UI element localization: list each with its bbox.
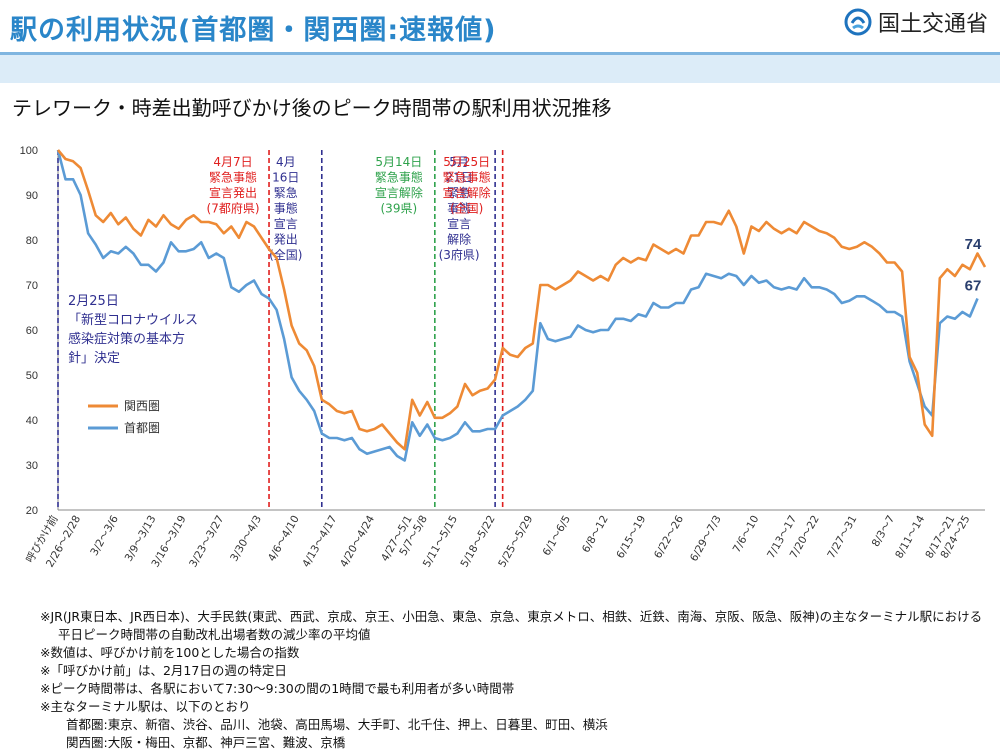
event-label: 宣言 [274, 216, 298, 231]
event-label: 宣言解除 [375, 185, 423, 200]
y-tick-label: 100 [20, 145, 38, 157]
x-tick-label: 8/11〜14 [893, 513, 927, 560]
event-label: 4月7日 [213, 155, 252, 169]
note-line: 首都圏:東京、新宿、渋谷、品川、池袋、高田馬場、大手町、北千住、押上、日暮里、町… [66, 717, 608, 732]
note-line: ※「呼びかけ前」は、2月17日の週の特定日 [40, 663, 287, 678]
end-value-label: 67 [965, 278, 982, 295]
x-tick-label: 7/27〜31 [825, 514, 859, 561]
y-tick-label: 90 [26, 190, 38, 202]
event-label: 4月 [276, 155, 296, 169]
series-line [57, 149, 987, 451]
note-line: 平日ピーク時間帯の自動改札出場者数の減少率の平均値 [58, 627, 371, 642]
annotation-text: 「新型コロナウイルス [68, 312, 198, 328]
y-tick-label: 50 [26, 370, 38, 382]
mlit-emblem-icon [844, 8, 872, 36]
header: 駅の利用状況(首都圏・関西圏:速報値) 国土交通省 [0, 0, 1000, 52]
event-label: 16日 [272, 171, 299, 185]
y-tick-label: 20 [26, 505, 38, 517]
event-label: 緊急事態 [375, 170, 423, 185]
event-label: 宣言発出 [209, 185, 257, 200]
event-label: 緊急事態 [443, 170, 491, 185]
x-tick-label: 5/18〜5/22 [458, 514, 497, 570]
x-tick-label: 4/20〜4/24 [338, 513, 377, 569]
y-tick-label: 30 [26, 460, 38, 472]
x-tick-label: 6/15〜19 [614, 514, 648, 561]
x-tick-label: 6/22〜26 [652, 513, 686, 560]
annotation-text: 2月25日 [68, 294, 119, 309]
x-tick-label: 3/2〜3/6 [88, 513, 121, 558]
x-tick-label: 4/6〜4/10 [266, 514, 302, 564]
x-tick-label: 4/13〜4/17 [300, 514, 339, 570]
annotation-text: 針」決定 [68, 351, 120, 366]
note-line: ※数値は、呼びかけ前を100とした場合の指数 [40, 645, 300, 660]
event-label: 5月25日 [443, 155, 490, 169]
mlit-logo: 国土交通省 [844, 6, 988, 38]
event-label: (3府県) [439, 247, 480, 262]
header-band [0, 52, 1000, 83]
event-label: 緊急事態 [209, 170, 257, 185]
event-label: 緊急 [447, 185, 471, 200]
x-tick-label: 7/6〜10 [731, 514, 762, 555]
chart-subtitle: テレワーク・時差出勤呼びかけ後のピーク時間帯の駅利用状況推移 [12, 96, 612, 120]
legend-label: 関西圏 [124, 399, 160, 413]
event-label: 宣言解除 [443, 185, 491, 200]
y-tick-label: 70 [26, 280, 38, 292]
note-line: ※主なターミナル駅は、以下のとおり [40, 699, 251, 714]
x-tick-label: 8/3〜7 [870, 514, 897, 550]
logo-text: 国土交通省 [877, 12, 988, 37]
y-tick-label: 40 [26, 415, 38, 427]
note-line: 関西圏:大阪・梅田、京都、神戸三宮、難波、京橋 [66, 735, 346, 750]
event-label: 5月 [449, 155, 469, 169]
event-label: 宣言 [447, 216, 471, 231]
note-line: ※JR(JR東日本、JR西日本)、大手民鉄(東武、西武、京成、京王、小田急、東急… [40, 609, 983, 624]
footnotes: ※JR(JR東日本、JR西日本)、大手民鉄(東武、西武、京成、京王、小田急、東急… [40, 608, 982, 752]
x-tick-label: 6/1〜6/5 [541, 514, 574, 558]
event-label: 解除 [447, 232, 471, 247]
event-label: (39県) [381, 202, 418, 216]
event-label: 発出 [274, 233, 298, 247]
page-title: 駅の利用状況(首都圏・関西圏:速報値) [10, 15, 497, 46]
y-tick-label: 60 [26, 325, 38, 337]
x-tick-label: 6/29〜7/3 [688, 514, 724, 564]
note-line: ※ピーク時間帯は、各駅において7:30〜9:30の間の1時間で最も利用者が多い時… [40, 681, 515, 696]
x-tick-label: 5/25〜5/29 [496, 514, 535, 570]
event-label: 事態 [274, 201, 298, 216]
event-label: 緊急 [274, 185, 298, 200]
x-tick-label: 3/23〜3/27 [187, 514, 226, 570]
series-line [56, 149, 979, 462]
y-tick-label: 80 [26, 235, 38, 247]
event-label: 5月14日 [375, 155, 422, 169]
x-tick-label: 3/30〜4/3 [228, 514, 264, 564]
x-tick-label: 6/8〜12 [580, 514, 611, 555]
event-label: 事態 [447, 201, 471, 216]
end-value-label: 74 [965, 236, 982, 253]
event-label: (全国) [450, 201, 483, 216]
event-label: 21日 [445, 171, 472, 185]
line-chart: 20304050607080901004月7日緊急事態宣言発出(7都府県)4月1… [20, 145, 987, 570]
annotation-text: 感染症対策の基本方 [68, 331, 185, 347]
event-label: (7都府県) [207, 201, 260, 216]
legend-label: 首都圏 [124, 421, 160, 435]
